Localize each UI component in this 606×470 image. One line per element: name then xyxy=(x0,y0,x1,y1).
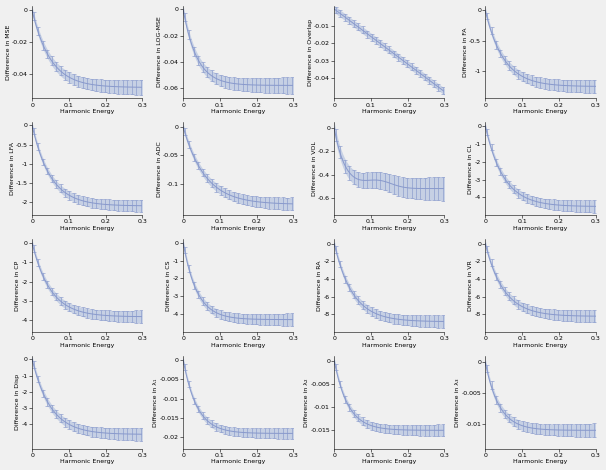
Y-axis label: Difference in λ₂: Difference in λ₂ xyxy=(304,378,309,427)
X-axis label: Harmonic Energy: Harmonic Energy xyxy=(513,343,568,348)
Y-axis label: Difference in ADC: Difference in ADC xyxy=(157,141,162,196)
Y-axis label: Difference in CS: Difference in CS xyxy=(167,260,171,311)
X-axis label: Harmonic Energy: Harmonic Energy xyxy=(60,343,115,348)
Y-axis label: Difference in VOL: Difference in VOL xyxy=(311,141,316,196)
X-axis label: Harmonic Energy: Harmonic Energy xyxy=(513,109,568,114)
Y-axis label: Difference in VR: Difference in VR xyxy=(468,260,473,311)
Y-axis label: Difference in Overlap: Difference in Overlap xyxy=(308,18,313,86)
X-axis label: Harmonic Energy: Harmonic Energy xyxy=(513,460,568,464)
Y-axis label: Difference in CL: Difference in CL xyxy=(468,144,473,194)
Y-axis label: Difference in λ₃: Difference in λ₃ xyxy=(455,378,460,427)
Y-axis label: Difference in λ₁: Difference in λ₁ xyxy=(153,378,158,427)
X-axis label: Harmonic Energy: Harmonic Energy xyxy=(60,109,115,114)
Y-axis label: Difference in LOG-MSE: Difference in LOG-MSE xyxy=(156,16,162,87)
X-axis label: Harmonic Energy: Harmonic Energy xyxy=(211,109,265,114)
X-axis label: Harmonic Energy: Harmonic Energy xyxy=(362,109,416,114)
Y-axis label: Difference in MSE: Difference in MSE xyxy=(5,24,10,80)
Y-axis label: Difference in CP: Difference in CP xyxy=(15,260,21,311)
X-axis label: Harmonic Energy: Harmonic Energy xyxy=(362,226,416,231)
Y-axis label: Difference in Disp: Difference in Disp xyxy=(15,375,21,431)
X-axis label: Harmonic Energy: Harmonic Energy xyxy=(60,226,115,231)
X-axis label: Harmonic Energy: Harmonic Energy xyxy=(211,343,265,348)
X-axis label: Harmonic Energy: Harmonic Energy xyxy=(60,460,115,464)
X-axis label: Harmonic Energy: Harmonic Energy xyxy=(211,226,265,231)
X-axis label: Harmonic Energy: Harmonic Energy xyxy=(362,343,416,348)
Y-axis label: Difference in RA: Difference in RA xyxy=(318,260,322,311)
X-axis label: Harmonic Energy: Harmonic Energy xyxy=(211,460,265,464)
Y-axis label: Difference in LFA: Difference in LFA xyxy=(10,142,15,196)
X-axis label: Harmonic Energy: Harmonic Energy xyxy=(362,460,416,464)
Y-axis label: Difference in FA: Difference in FA xyxy=(463,27,468,77)
X-axis label: Harmonic Energy: Harmonic Energy xyxy=(513,226,568,231)
